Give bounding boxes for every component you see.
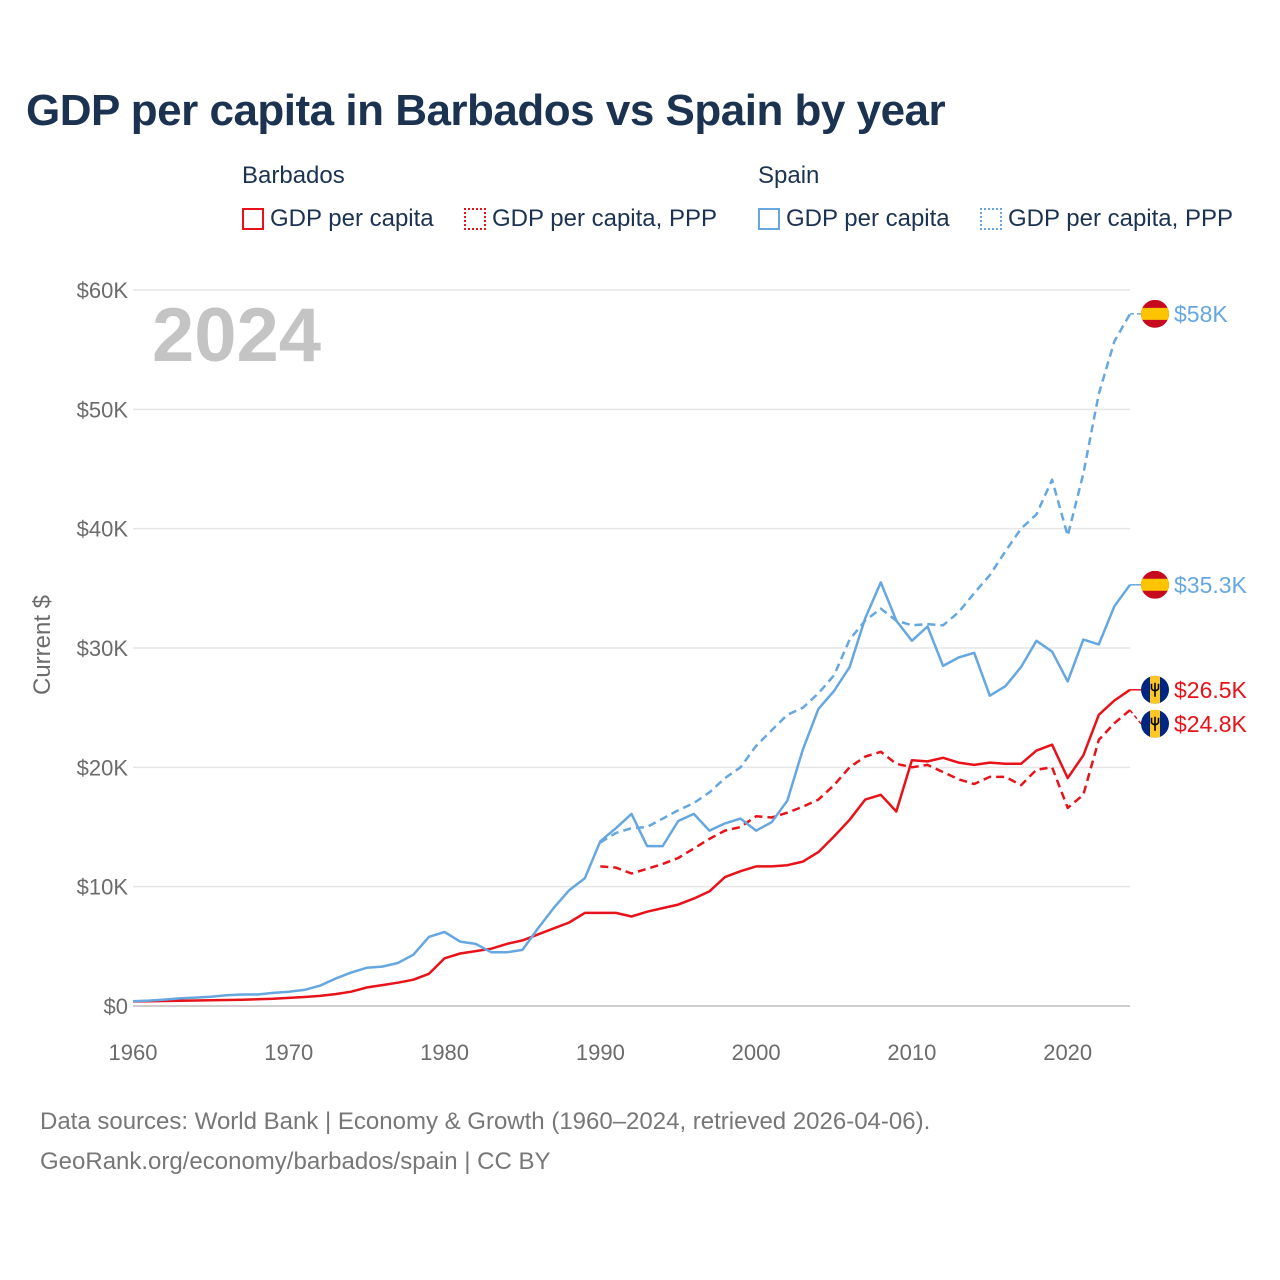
y-tick-label: $10K <box>77 875 129 900</box>
y-tick-label: $40K <box>77 517 129 542</box>
x-tick-label: 2010 <box>887 1040 936 1065</box>
legend-label: GDP per capita <box>786 205 950 232</box>
legend-swatch-solid-icon <box>242 208 264 230</box>
spain-flag-icon <box>1141 570 1169 599</box>
x-tick-label: 1960 <box>109 1040 158 1065</box>
flag-body <box>1141 709 1169 738</box>
y-axis: $0 $10K $20K $30K $40K $50K $60K <box>77 278 129 1019</box>
chart-title: GDP per capita in Barbados vs Spain by y… <box>26 86 946 135</box>
legend-swatch-dotted-icon <box>464 208 486 230</box>
spain-flag-icon <box>1141 299 1169 328</box>
legend-swatch-solid-icon <box>758 208 780 230</box>
barbados-flag-icon <box>1141 709 1169 738</box>
series-lines <box>132 313 1132 1003</box>
flag-body <box>1141 570 1169 599</box>
x-tick-label: 1990 <box>576 1040 625 1065</box>
series-line <box>132 581 1132 1003</box>
series-line <box>599 313 1132 844</box>
flag-stripe <box>1141 307 1169 320</box>
legend-item-spain-ppp[interactable]: GDP per capita, PPP <box>980 204 1233 234</box>
x-tick-label: 1970 <box>264 1040 313 1065</box>
legend-label: GDP per capita, PPP <box>492 205 717 232</box>
series-line <box>132 688 1131 1003</box>
flag-body <box>1141 675 1169 704</box>
x-tick-label: 2000 <box>732 1040 781 1065</box>
y-tick-label: $30K <box>77 636 129 661</box>
legend-item-barbados-ppp[interactable]: GDP per capita, PPP <box>464 204 717 234</box>
y-tick-label: $0 <box>104 994 128 1019</box>
trident-icon <box>1150 716 1160 731</box>
legend-item-spain-gdp[interactable]: GDP per capita <box>758 204 950 234</box>
legend-group-spain: Spain <box>758 162 820 189</box>
x-tick-label: 2020 <box>1043 1040 1092 1065</box>
trident-icon <box>1150 682 1160 697</box>
y-tick-label: $60K <box>77 278 129 303</box>
leader-line <box>1129 709 1142 725</box>
barbados-flag-icon <box>1141 675 1169 704</box>
legend-group-barbados: Barbados <box>242 162 345 189</box>
x-tick-label: 1980 <box>420 1040 469 1065</box>
legend-swatch-dotted-icon <box>980 208 1002 230</box>
end-value-label: $26.5K <box>1174 677 1248 703</box>
x-axis: 1960 1970 1980 1990 2000 2010 2020 <box>109 1040 1093 1065</box>
end-value-label: $58K <box>1174 301 1228 327</box>
license-line: GeoRank.org/economy/barbados/spain | CC … <box>40 1148 551 1175</box>
legend-label: GDP per capita, PPP <box>1008 205 1233 232</box>
year-display: 2024 <box>152 293 322 378</box>
legend-label: GDP per capita <box>270 205 434 232</box>
end-markers: $58K $35.3K $26.5K $24.8K <box>1129 299 1248 738</box>
flag-stripe <box>1141 578 1169 591</box>
end-value-label: $24.8K <box>1174 711 1248 737</box>
series-line <box>600 709 1131 875</box>
source-line: Data sources: World Bank | Economy & Gro… <box>40 1108 931 1135</box>
legend-item-barbados-gdp[interactable]: GDP per capita <box>242 204 434 234</box>
y-tick-label: $50K <box>77 397 129 422</box>
end-value-label: $35.3K <box>1174 572 1248 598</box>
y-axis-label: Current $ <box>29 595 56 695</box>
flag-body <box>1141 299 1169 328</box>
y-tick-label: $20K <box>77 755 129 780</box>
grid-lines <box>133 289 1130 1007</box>
